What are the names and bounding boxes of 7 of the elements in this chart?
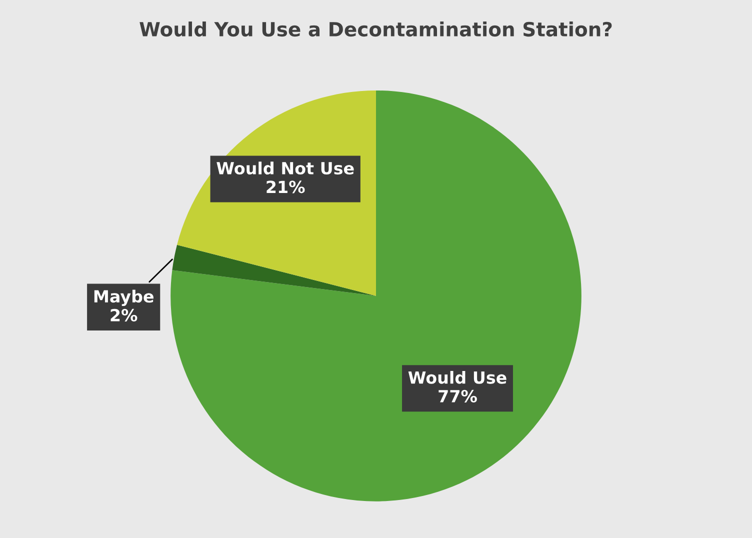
slice-label: Maybe	[94, 290, 154, 306]
slice-label: Would Use	[408, 370, 506, 384]
slice-label: Would Not Use	[216, 162, 354, 175]
data-label: 21%	[266, 180, 305, 194]
chart-title: Would You Use a Decontamination Station?	[140, 22, 612, 37]
data-label: 77%	[438, 390, 477, 403]
data-label: 2%	[110, 308, 138, 322]
